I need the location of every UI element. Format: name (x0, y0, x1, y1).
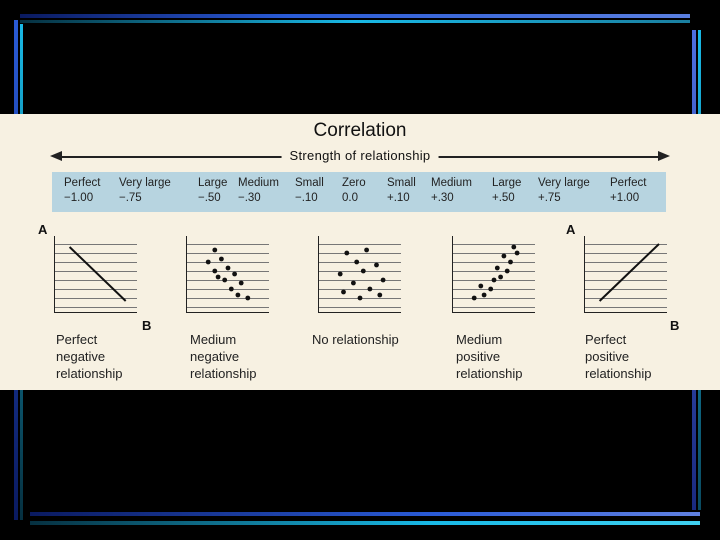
caption-medium-positive: Medium positive relationship (456, 332, 523, 381)
axis-label-a-right: A (566, 222, 576, 237)
scatter-point (228, 286, 234, 292)
scatter-point (232, 271, 237, 277)
scatter-point (344, 250, 350, 256)
scale-item: Small +.10 (387, 177, 416, 204)
scatter-point (377, 292, 383, 298)
axis-label-b-left: B (142, 318, 152, 333)
caption-medium-negative: Medium negative relationship (190, 332, 257, 381)
plot-perfect-negative (54, 236, 137, 313)
plot-medium-positive (452, 236, 535, 313)
scatter-point (380, 277, 386, 283)
scatter-point (212, 247, 218, 253)
scale-item: Large −.50 (198, 177, 228, 204)
top-stripe-cyan (20, 20, 690, 23)
caption-no-relationship: No relationship (312, 332, 399, 347)
scatter-point (481, 292, 487, 298)
scatter-point (498, 274, 503, 280)
scatter-point (205, 259, 211, 265)
scale-item: Perfect +1.00 (610, 177, 647, 204)
scatter-point (212, 268, 218, 274)
caption-perfect-positive: Perfect positive relationship (585, 332, 652, 381)
scatter-point (225, 265, 231, 271)
scale-item: Perfect −1.00 (64, 177, 101, 204)
bottom-stripe-blue (30, 512, 700, 516)
plot-svg (471, 244, 520, 301)
scale-item: Medium −.30 (238, 177, 279, 204)
correlation-figure: Correlation Strength of relationship Per… (0, 114, 720, 390)
correlation-scale-band: Perfect −1.00 Very large −.75 Large −.50 Me… (52, 172, 666, 212)
arrow-left-icon (50, 151, 62, 161)
plot-svg (68, 246, 127, 302)
plot-svg (205, 247, 251, 301)
plot-medium-negative (186, 236, 269, 313)
scatter-point (354, 259, 360, 265)
top-stripe-blue (20, 14, 690, 18)
scatter-point (222, 277, 228, 283)
caption-perfect-negative: Perfect negative relationship (56, 332, 123, 381)
regression-line (598, 243, 660, 302)
scatter-point (238, 280, 244, 286)
plot-no-relationship (318, 236, 401, 313)
scale-item: Medium +.30 (431, 177, 472, 204)
scale-item: Large +.50 (492, 177, 522, 204)
scatter-point (501, 253, 507, 259)
scatter-point (504, 268, 510, 274)
scatter-point (351, 280, 356, 286)
scale-item: Zero 0.0 (342, 177, 366, 204)
scatter-point (357, 295, 363, 301)
plot-svg (598, 243, 660, 302)
scatter-point (494, 265, 500, 271)
scatter-point (245, 295, 251, 301)
scatter-point (219, 256, 224, 262)
scatter-point (488, 286, 494, 292)
scatter-point (360, 268, 366, 274)
scatter-point (508, 259, 513, 265)
regression-line (68, 246, 127, 302)
axis-label-a-left: A (38, 222, 48, 237)
scatter-point (514, 250, 520, 256)
scale-item: Very large −.75 (119, 177, 171, 204)
bottom-stripe-cyan (30, 521, 700, 525)
scatter-point (364, 247, 369, 253)
scatter-point (491, 277, 497, 283)
scatter-point (367, 286, 373, 292)
scatter-point (374, 262, 379, 268)
axis-label-b-right: B (670, 318, 680, 333)
scatter-point (511, 244, 517, 250)
scale-item: Small −.10 (295, 177, 324, 204)
figure-title: Correlation (313, 120, 407, 141)
strength-label: Strength of relationship (281, 148, 439, 163)
scale-item: Very large +.75 (538, 177, 590, 204)
arrow-right-icon (658, 151, 670, 161)
scatter-point (478, 283, 484, 289)
plot-perfect-positive (584, 236, 667, 313)
plot-svg (337, 247, 386, 301)
scatter-point (471, 295, 477, 301)
scatter-point (235, 292, 241, 298)
scatter-point (215, 274, 221, 280)
scatter-point (341, 289, 346, 295)
scatter-point (337, 271, 343, 277)
